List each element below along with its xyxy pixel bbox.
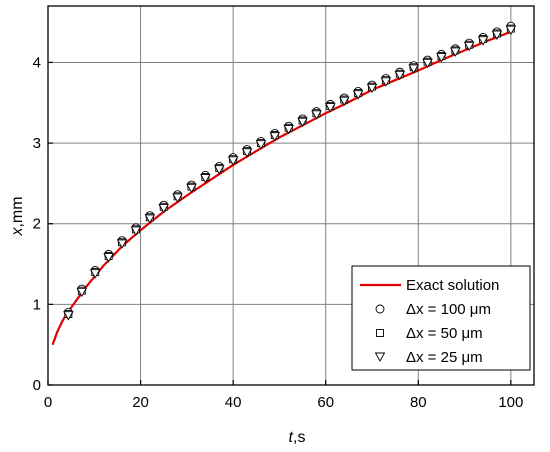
legend-label-100: Δx = 100 μm [406, 301, 491, 318]
point-dx-25 [338, 96, 350, 107]
point-dx-25 [255, 140, 267, 150]
point-dx-25 [422, 58, 433, 69]
legend: Exact solution Δx = 100 μm Δx = 50 μm Δx… [351, 265, 531, 371]
point-dx-25 [158, 203, 169, 214]
point-dx-25 [186, 183, 197, 194]
grid [48, 6, 534, 385]
point-dx-25 [380, 77, 392, 87]
point-dx-25 [325, 103, 336, 113]
point-dx-25 [269, 132, 281, 142]
point-dx-25 [394, 70, 406, 81]
legend-swatch-50 [376, 329, 384, 337]
point-dx-25 [116, 239, 128, 249]
x-axis-label: t,s [289, 429, 306, 446]
point-dx-25 [450, 47, 461, 57]
legend-label-25: Δx = 25 μm [406, 349, 483, 366]
legend-swatch-100 [375, 304, 385, 314]
x-tick-label: 80 [410, 394, 427, 411]
point-dx-25 [505, 25, 517, 36]
y-tick-label: 2 [33, 216, 41, 233]
legend-swatch-25 [374, 352, 386, 362]
x-tick-label: 60 [317, 394, 334, 411]
point-dx-25 [213, 165, 225, 175]
x-tick-label: 20 [132, 394, 149, 411]
y-tick-label: 4 [33, 54, 41, 71]
point-dx-25 [297, 117, 308, 128]
point-dx-25 [477, 36, 489, 46]
y-tick-label: 3 [33, 135, 41, 152]
point-dx-25 [491, 30, 503, 40]
point-dx-25 [227, 156, 239, 166]
point-dx-25 [241, 148, 253, 158]
point-dx-25 [200, 174, 211, 184]
point-dx-25 [352, 90, 364, 100]
y-axis-label: x,mm [9, 196, 26, 236]
legend-label-exact: Exact solution [406, 277, 499, 294]
y-tick-label: 0 [33, 377, 41, 394]
ticks: 0 20 40 60 80 100 0 1 2 3 4 [33, 54, 524, 411]
point-dx-25 [144, 214, 156, 224]
x-tick-label: 100 [498, 394, 523, 411]
point-dx-25 [311, 110, 322, 120]
point-dx-25 [89, 269, 101, 279]
series-layer [51, 21, 517, 346]
x-tick-label: 0 [44, 394, 52, 411]
point-dx-25 [103, 253, 114, 263]
legend-label-50: Δx = 50 μm [406, 325, 483, 342]
point-dx-25 [408, 64, 419, 74]
plot-frame [47, 5, 535, 386]
point-dx-25 [172, 193, 183, 203]
y-tick-label: 1 [33, 296, 41, 313]
point-dx-25 [76, 287, 88, 298]
x-tick-label: 40 [225, 394, 242, 411]
point-dx-25 [130, 226, 142, 236]
point-dx-25 [63, 311, 74, 321]
point-dx-25 [366, 83, 378, 94]
point-dx-25 [463, 41, 475, 52]
point-dx-25 [436, 53, 447, 63]
point-dx-25 [283, 124, 294, 135]
